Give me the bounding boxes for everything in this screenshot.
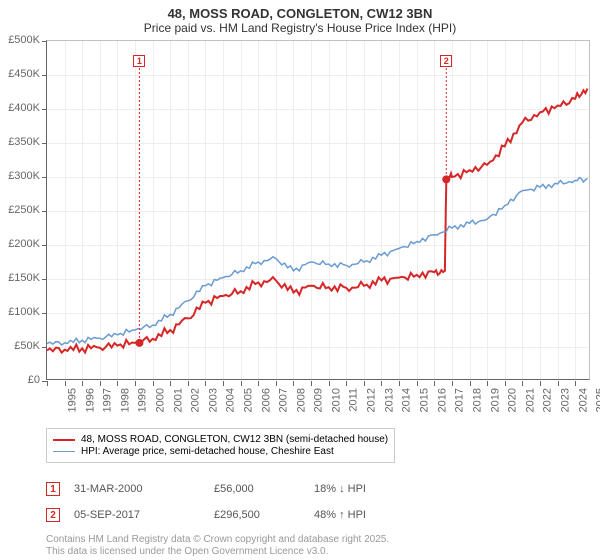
- x-axis-label: 2011: [347, 388, 359, 412]
- x-axis-label: 2007: [278, 388, 290, 412]
- sale-row: 1 31-MAR-2000£56,00018% ↓ HPI: [46, 482, 366, 496]
- x-axis-label: 2004: [225, 388, 237, 412]
- x-axis-label: 2001: [172, 388, 184, 412]
- sale-row-price: £56,000: [214, 483, 314, 495]
- x-axis-label: 2021: [524, 388, 536, 412]
- sale-row-price: £296,500: [214, 509, 314, 521]
- sale-row: 2 05-SEP-2017£296,50048% ↑ HPI: [46, 508, 366, 522]
- y-axis-label: £150K: [0, 272, 40, 284]
- x-axis-label: 2022: [542, 388, 554, 412]
- chart-plot-area: 12: [46, 40, 590, 380]
- x-axis-label: 2002: [190, 388, 202, 412]
- x-axis-label: 2019: [489, 388, 501, 412]
- legend-label: HPI: Average price, semi-detached house,…: [81, 446, 334, 457]
- legend: 48, MOSS ROAD, CONGLETON, CW12 3BN (semi…: [46, 428, 395, 463]
- x-axis-label: 2012: [366, 388, 378, 412]
- legend-label: 48, MOSS ROAD, CONGLETON, CW12 3BN (semi…: [81, 434, 388, 445]
- x-axis-label: 2023: [559, 388, 571, 412]
- x-axis-label: 2015: [419, 388, 431, 412]
- x-axis-label: 1997: [102, 388, 114, 412]
- x-axis-label: 1999: [137, 388, 149, 412]
- sale-marker-label: 1: [133, 55, 145, 67]
- y-axis-label: £500K: [0, 34, 40, 46]
- y-axis-label: £200K: [0, 238, 40, 250]
- legend-item: HPI: Average price, semi-detached house,…: [53, 446, 388, 457]
- sale-row-pct: 18% ↓ HPI: [314, 483, 366, 495]
- x-axis-label: 2020: [507, 388, 519, 412]
- y-axis-label: £50K: [0, 340, 40, 352]
- x-axis-label: 2025: [595, 388, 600, 412]
- sale-row-date: 05-SEP-2017: [74, 509, 214, 521]
- chart-title-line2: Price paid vs. HM Land Registry's House …: [0, 21, 600, 35]
- x-axis-label: 2013: [383, 388, 395, 412]
- y-axis-label: £100K: [0, 306, 40, 318]
- y-axis-label: £250K: [0, 204, 40, 216]
- x-axis-label: 1995: [66, 388, 78, 412]
- legend-item: 48, MOSS ROAD, CONGLETON, CW12 3BN (semi…: [53, 434, 388, 445]
- sale-row-num: 1: [46, 482, 60, 496]
- sale-row-pct: 48% ↑ HPI: [314, 509, 366, 521]
- x-axis-label: 2014: [401, 388, 413, 412]
- x-axis-label: 1996: [84, 388, 96, 412]
- x-axis-label: 2000: [155, 388, 167, 412]
- y-axis-label: £450K: [0, 68, 40, 80]
- series-line: [47, 178, 588, 345]
- attribution-line2: This data is licensed under the Open Gov…: [46, 546, 328, 557]
- sale-marker-dot: [135, 339, 143, 347]
- attribution-line1: Contains HM Land Registry data © Crown c…: [46, 534, 389, 545]
- x-axis-label: 2024: [577, 388, 589, 412]
- legend-swatch: [53, 451, 75, 453]
- x-axis-label: 2003: [207, 388, 219, 412]
- y-axis-label: £0: [0, 374, 40, 386]
- x-axis-label: 2006: [260, 388, 272, 412]
- x-axis-label: 2016: [436, 388, 448, 412]
- series-line: [47, 89, 588, 353]
- sale-marker-dot: [442, 175, 450, 183]
- sale-row-date: 31-MAR-2000: [74, 483, 214, 495]
- x-axis-label: 2009: [313, 388, 325, 412]
- x-axis-label: 1998: [119, 388, 131, 412]
- x-axis-label: 2010: [331, 388, 343, 412]
- y-axis-label: £400K: [0, 102, 40, 114]
- x-axis-label: 2008: [295, 388, 307, 412]
- x-axis-label: 2017: [454, 388, 466, 412]
- x-axis-label: 2018: [471, 388, 483, 412]
- sale-marker-label: 2: [440, 55, 452, 67]
- sale-row-num: 2: [46, 508, 60, 522]
- y-axis-label: £300K: [0, 170, 40, 182]
- legend-swatch: [53, 439, 75, 441]
- chart-title-line1: 48, MOSS ROAD, CONGLETON, CW12 3BN: [0, 6, 600, 21]
- y-axis-label: £350K: [0, 136, 40, 148]
- x-axis-label: 2005: [243, 388, 255, 412]
